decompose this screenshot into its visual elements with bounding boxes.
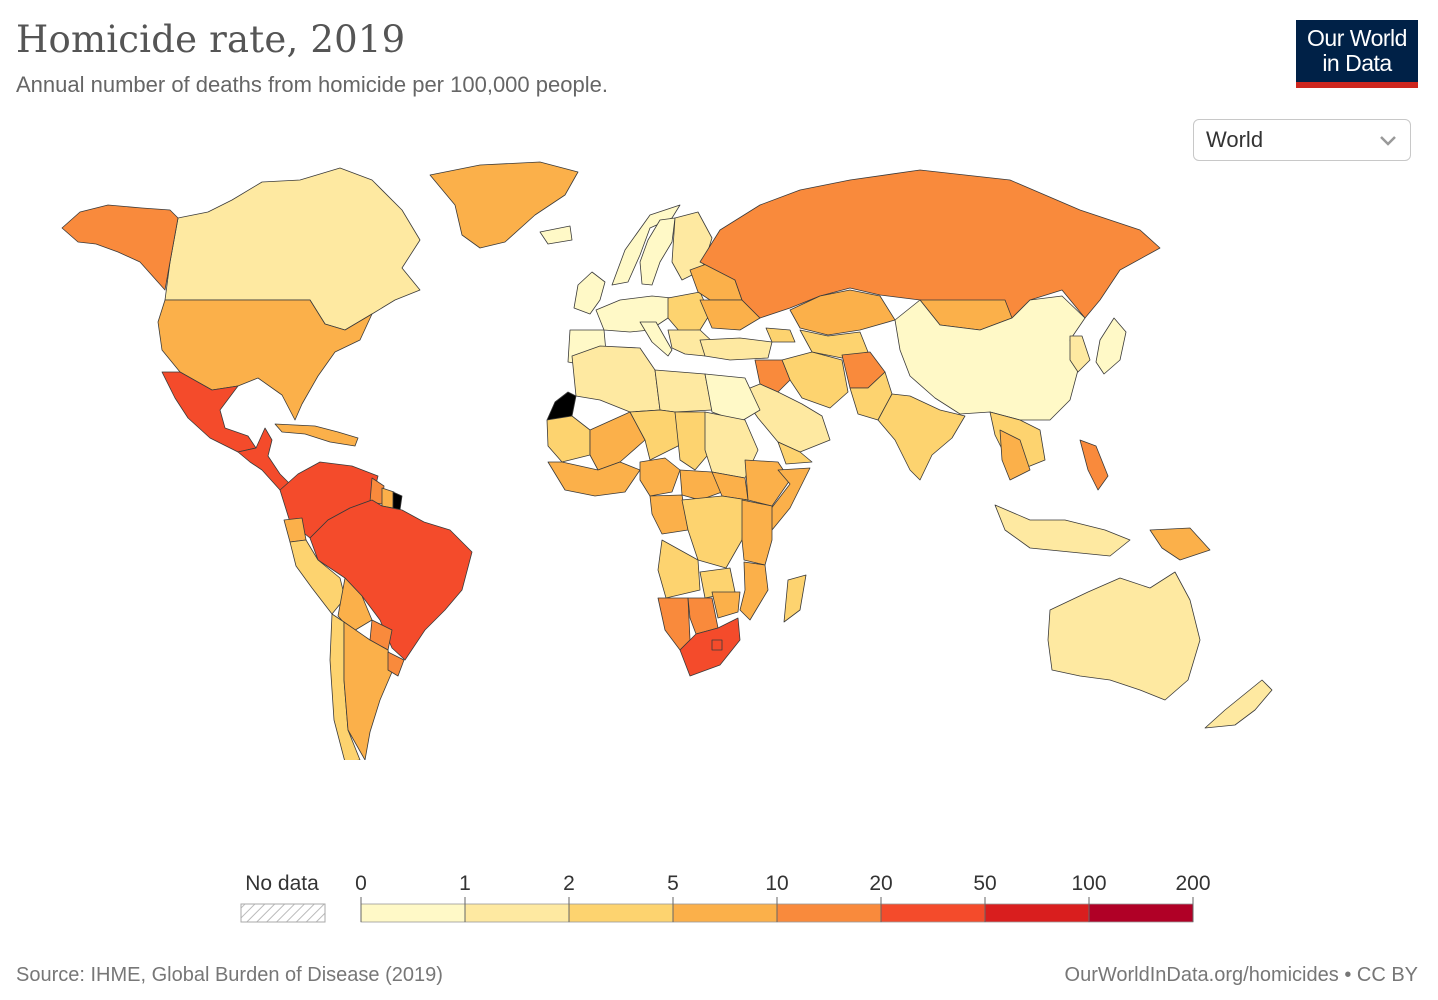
region-central-african-republic[interactable]: Central African Republic [679, 469, 723, 501]
region-western-europe[interactable]: Western Europe [595, 295, 673, 333]
legend-swatch-2 [568, 903, 674, 923]
region-select-value: World [1206, 127, 1264, 152]
world-map[interactable]: CanadaAlaskaGreenlandUnited StatesMexico… [0, 150, 1438, 760]
legend-swatch-1 [464, 903, 570, 923]
region-uruguay[interactable]: Uruguay [387, 651, 405, 677]
legend-tick-label-8: 200 [1175, 872, 1210, 895]
legend-swatch-5 [880, 903, 986, 923]
region-iceland[interactable]: Iceland [539, 225, 573, 245]
legend-tick-label-4: 10 [765, 872, 788, 895]
legend-swatch-7 [1088, 903, 1194, 923]
region-libya[interactable]: Libya [654, 369, 713, 413]
legend-tick-label-3: 5 [667, 872, 679, 895]
region-mauritania[interactable]: Mauritania [546, 415, 591, 463]
region-kenya-tanzania[interactable]: Kenya & Tanzania [741, 499, 773, 566]
region-papua-new-guinea[interactable]: Papua New Guinea [1149, 527, 1211, 561]
credit: OurWorldInData.org/homicides • CC BY [1065, 964, 1418, 987]
region-greenland[interactable]: Greenland [429, 161, 579, 249]
region-caucasus[interactable]: Caucasus [765, 327, 796, 343]
license-label: CC BY [1356, 964, 1418, 986]
legend-swatch-4 [776, 903, 882, 923]
region-australia[interactable]: Australia [1047, 571, 1201, 701]
legend-tick-label-1: 1 [459, 872, 471, 895]
region-caribbean[interactable]: Caribbean [274, 423, 359, 447]
region-italy[interactable]: Italy [639, 321, 673, 357]
region-yemen[interactable]: Yemen [777, 441, 813, 465]
region-angola[interactable]: Angola [657, 539, 701, 599]
chart-title: Homicide rate, 2019 [16, 18, 406, 61]
region-south-africa[interactable]: South Africa [679, 617, 741, 677]
legend-tick-label-0: 0 [355, 872, 367, 895]
legend-tick-label-2: 2 [563, 872, 575, 895]
region-ukraine[interactable]: Ukraine [699, 299, 761, 331]
region-lesotho[interactable]: Lesotho [711, 639, 723, 651]
chevron-down-icon [1376, 128, 1400, 158]
map-legend: No data 0 1 2 5 10 20 50 100 200 [240, 872, 1211, 923]
logo-line-1: Our World [1307, 25, 1407, 51]
region-philippines[interactable]: Philippines [1079, 439, 1109, 491]
region-mozambique[interactable]: Mozambique [739, 561, 769, 621]
source-url-link[interactable]: OurWorldInData.org/homicides [1064, 964, 1339, 986]
region-ethiopia[interactable]: Ethiopia [744, 459, 791, 507]
region-egypt[interactable]: Egypt [704, 373, 761, 423]
region-argentina[interactable]: Argentina [343, 621, 393, 760]
region-thailand-cambodia[interactable]: Thailand & Cambodia [999, 429, 1031, 481]
legend-swatch-0 [360, 903, 466, 923]
region-french-guiana[interactable]: French Guiana [392, 491, 403, 511]
region-west-africa-coast[interactable]: West Africa coast [547, 461, 641, 497]
region-central-america[interactable]: Central America [237, 427, 293, 491]
region-nigeria[interactable]: Nigeria [639, 457, 681, 497]
region-uk-ireland[interactable]: UK & Ireland [573, 271, 606, 315]
region-zimbabwe[interactable]: Zimbabwe [711, 591, 741, 619]
region-korea[interactable]: Korea [1069, 335, 1091, 373]
region-chad[interactable]: Chad [674, 411, 713, 471]
legend-swatch-3 [672, 903, 778, 923]
region-madagascar[interactable]: Madagascar [783, 574, 807, 623]
legend-tick-label-6: 50 [973, 872, 996, 895]
region-new-zealand[interactable]: New Zealand [1204, 679, 1273, 729]
region-cameroon-gabon[interactable]: Cameroon & Gabon [649, 494, 689, 535]
region-russia[interactable]: Russia [699, 169, 1161, 326]
logo-line-2: in Data [1322, 50, 1392, 76]
region-iran[interactable]: Iran [781, 351, 849, 409]
legend-tick-label-7: 100 [1071, 872, 1106, 895]
region-arabian-peninsula[interactable]: Arabian Peninsula [739, 383, 831, 453]
region-eastern-europe[interactable]: Eastern Europe [667, 291, 711, 333]
chart-subtitle: Annual number of deaths from homicide pe… [16, 72, 608, 97]
region-select[interactable]: World [1193, 119, 1411, 161]
region-united-states[interactable]: United States [157, 299, 373, 421]
region-iraq-syria[interactable]: Iraq & Syria [754, 359, 791, 393]
region-dr-congo[interactable]: DR Congo [681, 495, 749, 569]
legend-tick-label-5: 20 [869, 872, 892, 895]
region-botswana[interactable]: Botswana [687, 597, 719, 635]
region-suriname[interactable]: Suriname [381, 487, 395, 509]
owid-logo[interactable]: Our World in Data [1296, 20, 1418, 88]
legend-no-data-swatch [240, 903, 326, 923]
legend-no-data-label: No data [245, 872, 319, 895]
region-morocco-algeria[interactable]: Morocco & Algeria [571, 345, 661, 413]
region-mexico[interactable]: Mexico [161, 371, 257, 453]
region-namibia[interactable]: Namibia [657, 597, 691, 651]
region-alaska[interactable]: Alaska [61, 204, 179, 291]
legend-swatch-6 [984, 903, 1090, 923]
source-note: Source: IHME, Global Burden of Disease (… [16, 964, 443, 986]
region-sweden[interactable]: Sweden [639, 217, 676, 286]
region-indonesia[interactable]: Indonesia [994, 504, 1131, 557]
region-japan[interactable]: Japan [1095, 317, 1127, 375]
region-ecuador[interactable]: Ecuador [283, 517, 307, 543]
separator-dot: • [1344, 964, 1357, 986]
region-turkey[interactable]: Turkey [699, 337, 773, 361]
region-bolivia[interactable]: Bolivia [337, 577, 373, 633]
region-india[interactable]: India [877, 393, 966, 481]
